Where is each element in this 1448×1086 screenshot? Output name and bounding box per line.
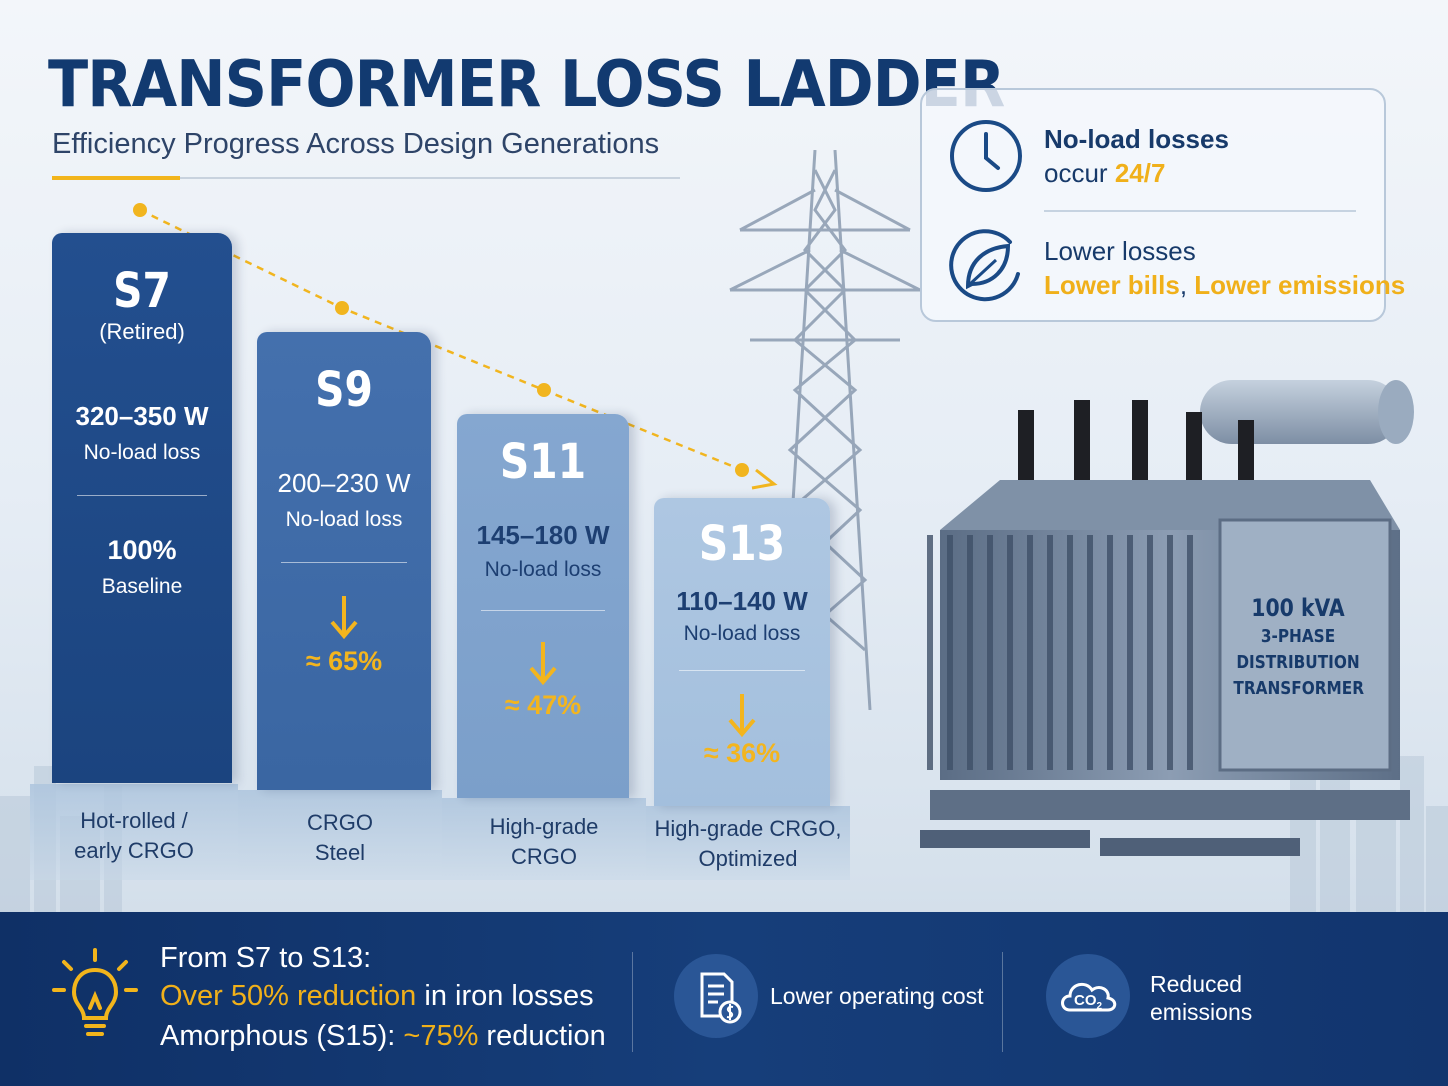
cloud-co2-icon: [1061, 982, 1117, 1012]
down-arrow-icon: [330, 596, 358, 640]
bar-s9: S9 200–230 W No-load loss ≈ 65%: [257, 332, 431, 790]
reduced-emissions-line1: Reduced: [1150, 971, 1243, 997]
info-row-no-load-text: occur: [1044, 158, 1115, 188]
info-card: No-load losses occur 24/7 Lower losses L…: [920, 88, 1405, 322]
bar-s7-percent: 100%: [107, 535, 177, 565]
bar-s13-watts: 110–140 W: [676, 586, 808, 616]
clock-icon: [950, 120, 1022, 192]
material-s13-line1: High-grade CRGO,: [654, 816, 842, 841]
material-label-s11: High-grade CRGO: [442, 798, 646, 880]
page-title: TRANSFORMER LOSS LADDER: [48, 48, 1005, 122]
footer-divider: [632, 952, 633, 1052]
bar-s11-divider: [481, 610, 605, 611]
summary-line-3-prefix: Amorphous (S15):: [160, 1020, 404, 1052]
leaf-icon: [949, 229, 1020, 302]
footer-divider: [1002, 952, 1003, 1052]
bar-s9-name: S9: [315, 362, 373, 418]
lower-bills-highlight: Lower bills: [1044, 270, 1180, 300]
lower-emissions-highlight: Lower emissions: [1194, 270, 1406, 300]
bar-s11-name: S11: [499, 434, 587, 490]
nameplate-phase: 3-PHASE: [1260, 626, 1336, 647]
invoice-dollar-icon: [700, 972, 742, 1024]
bar-s9-watts-label: No-load loss: [285, 508, 403, 531]
bar-s11-watts: 145–180 W: [476, 520, 610, 550]
bar-s13-watts-label: No-load loss: [683, 622, 801, 645]
bar-s9-percent: ≈ 65%: [305, 646, 383, 676]
material-label-s9: CRGO Steel: [238, 790, 442, 880]
bar-s7-status: (Retired): [99, 319, 185, 344]
material-s7-line2: early CRGO: [74, 838, 194, 863]
nameplate-rating: 100 kVA: [1251, 594, 1345, 622]
nameplate: 100 kVA 3-PHASE DISTRIBUTION TRANSFORMER: [1233, 592, 1364, 702]
bar-s7-divider: [77, 495, 207, 496]
material-s9-line1: CRGO: [307, 810, 373, 835]
lower-operating-cost-label: Lower operating cost: [770, 983, 984, 1009]
transformer-illustration: [920, 380, 1414, 856]
summary-footer: From S7 to S13: Over 50% reduction in ir…: [0, 912, 1448, 1086]
page-subtitle: Efficiency Progress Across Design Genera…: [52, 128, 660, 160]
summary-line-1: From S7 to S13:: [160, 942, 372, 974]
bar-s13-percent: ≈ 36%: [703, 738, 781, 768]
info-row-no-load-title: No-load losses: [1044, 124, 1229, 154]
info-row-no-load: No-load losses occur 24/7: [1044, 122, 1229, 190]
info-row-lower-losses: Lower losses Lower bills, Lower emission…: [1044, 234, 1405, 302]
reduced-emissions-label: Reduced emissions: [1150, 970, 1252, 1026]
title-underline-accent: [52, 176, 180, 180]
info-divider: [1044, 210, 1356, 212]
summary-line-3-rest: reduction: [478, 1020, 606, 1052]
info-row-lower-losses-title: Lower losses: [1044, 236, 1196, 266]
title-underline: [180, 177, 680, 179]
info-row-no-load-highlight: 24/7: [1114, 158, 1166, 188]
bar-s7-percent-label: Baseline: [101, 575, 183, 598]
summary-highlight-amorphous: ~75%: [403, 1020, 479, 1052]
material-s7-line1: Hot-rolled /: [80, 808, 188, 833]
bar-s13-name: S13: [698, 516, 786, 572]
bar-s11-watts-label: No-load loss: [484, 558, 602, 581]
bar-s7-watts-label: No-load loss: [83, 441, 201, 464]
bar-s9-divider: [281, 562, 407, 563]
trend-point: [133, 203, 147, 217]
bar-s13: S13 110–140 W No-load loss ≈ 36%: [654, 498, 830, 806]
material-s13-line2: Optimized: [698, 846, 798, 871]
info-row-no-load-detail: occur 24/7: [1044, 156, 1229, 190]
material-s11-line1: High-grade: [489, 814, 599, 839]
co2-text: CO: [1074, 992, 1097, 1009]
bar-s11-percent: ≈ 47%: [504, 690, 582, 720]
summary-line-2-rest: in iron losses: [416, 980, 594, 1012]
summary-line-3: Amorphous (S15): ~75% reduction: [160, 1020, 606, 1053]
down-arrow-icon: [529, 642, 557, 686]
lightbulb-icon: [52, 948, 138, 1036]
material-s9-line2: Steel: [314, 840, 366, 865]
nameplate-label: TRANSFORMER: [1233, 678, 1364, 699]
emissions-icon-circle: CO2: [1046, 954, 1130, 1038]
bar-s9-watts: 200–230 W: [277, 468, 411, 498]
summary-line-2: Over 50% reduction in iron losses: [160, 980, 594, 1013]
trend-point: [537, 383, 551, 397]
bar-s7-watts: 320–350 W: [75, 401, 209, 431]
bar-s11: S11 145–180 W No-load loss ≈ 47%: [457, 414, 629, 798]
trend-line: [133, 203, 778, 490]
trend-arrowhead: [751, 468, 778, 490]
summary-highlight-reduction: Over 50% reduction: [160, 980, 417, 1012]
bar-s7-name: S7: [113, 263, 171, 319]
reduced-emissions-line2: emissions: [1150, 999, 1253, 1025]
trend-point: [335, 301, 349, 315]
info-row-lower-losses-detail: Lower bills, Lower emissions: [1044, 268, 1405, 302]
cost-icon-circle: [674, 954, 758, 1038]
co2-subscript: 2: [1096, 1001, 1103, 1012]
material-label-s7: Hot-rolled / early CRGO: [30, 784, 238, 880]
material-s11-line2: CRGO: [511, 844, 577, 869]
bar-s13-divider: [678, 670, 806, 671]
bar-s7: S7 (Retired) 320–350 W No-load loss 100%…: [52, 233, 232, 783]
highlight-separator: ,: [1179, 270, 1195, 300]
co2-label: CO2: [1074, 992, 1102, 1012]
nameplate-type: DISTRIBUTION: [1236, 652, 1360, 673]
material-label-s13: High-grade CRGO, Optimized: [646, 806, 850, 880]
down-arrow-icon: [728, 694, 756, 738]
trend-point: [735, 463, 749, 477]
